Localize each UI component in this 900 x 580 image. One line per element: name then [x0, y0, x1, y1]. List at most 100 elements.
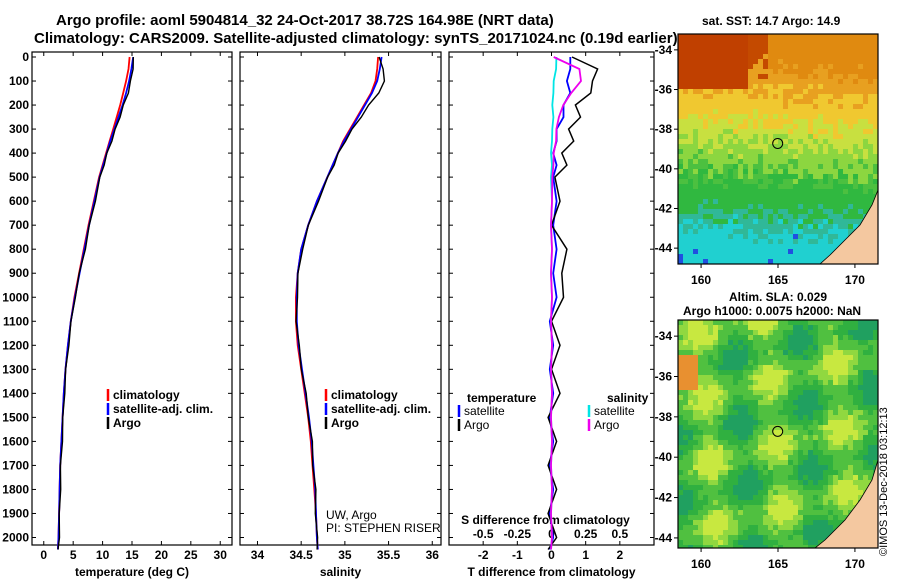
- map-cell: [723, 54, 729, 60]
- map-cell: [808, 390, 814, 396]
- map-cell: [793, 79, 799, 85]
- map-cell: [873, 34, 878, 40]
- map-cell: [703, 59, 709, 65]
- map-cell: [713, 400, 719, 406]
- map-cell: [778, 500, 784, 506]
- map-cell: [798, 345, 804, 351]
- legend-label: satellite: [464, 404, 505, 418]
- map-cell: [788, 360, 794, 366]
- map-cell: [743, 530, 749, 536]
- map-cell: [743, 510, 749, 516]
- map-cell: [743, 119, 749, 125]
- map-cell: [833, 415, 839, 421]
- map-cell: [783, 335, 789, 341]
- map-cell: [783, 219, 789, 225]
- map-cell: [708, 254, 714, 260]
- map-cell: [823, 249, 829, 255]
- map-cell: [793, 199, 799, 205]
- map-cell: [793, 395, 799, 401]
- map-cell: [718, 144, 724, 150]
- map-cell: [738, 515, 744, 521]
- map-cell: [683, 194, 689, 200]
- lat-tick-label: -36: [655, 83, 673, 97]
- y-tick-label: 600: [9, 194, 29, 208]
- map-cell: [788, 64, 794, 70]
- map-cell: [778, 340, 784, 346]
- map-cell: [873, 460, 878, 466]
- map-cell: [818, 129, 824, 135]
- x-tick-label: 25: [184, 548, 198, 562]
- map-cell: [698, 520, 704, 526]
- map-cell: [783, 84, 789, 90]
- map-cell: [703, 435, 709, 441]
- map-cell: [728, 199, 734, 205]
- map-cell: [693, 480, 699, 486]
- map-cell: [773, 465, 779, 471]
- map-cell: [813, 154, 819, 160]
- map-cell: [768, 89, 774, 95]
- map-cell: [803, 320, 809, 326]
- map-cell: [823, 530, 829, 536]
- map-cell: [748, 460, 754, 466]
- map-cell: [758, 345, 764, 351]
- map-cell: [743, 209, 749, 215]
- map-cell: [868, 89, 874, 95]
- map-cell: [703, 229, 709, 235]
- map-cell: [823, 49, 829, 55]
- map-cell: [793, 465, 799, 471]
- map-cell: [718, 380, 724, 386]
- map-cell: [703, 335, 709, 341]
- map-cell: [678, 64, 684, 70]
- map-cell: [793, 505, 799, 511]
- map-cell: [873, 179, 878, 185]
- map-cell: [803, 395, 809, 401]
- map-cell: [838, 335, 844, 341]
- map-cell: [828, 495, 834, 501]
- lon-tick-label: 160: [691, 557, 711, 571]
- map-cell: [833, 179, 839, 185]
- map-cell: [773, 510, 779, 516]
- map-cell: [783, 244, 789, 250]
- map-cell: [678, 199, 684, 205]
- map-cell: [788, 104, 794, 110]
- map-cell: [743, 385, 749, 391]
- lon-tick-label: 160: [691, 273, 711, 287]
- map-cell: [678, 500, 684, 506]
- map-cell: [723, 435, 729, 441]
- map-cell: [843, 59, 849, 65]
- map-cell: [748, 420, 754, 426]
- map-cell: [728, 450, 734, 456]
- map-cell: [703, 485, 709, 491]
- map-cell: [723, 365, 729, 371]
- map-cell: [803, 450, 809, 456]
- map-cell: [703, 450, 709, 456]
- map-cell: [743, 325, 749, 331]
- chart-panel-1: 0100200300400500600700800900100011001200…: [2, 50, 233, 579]
- lat-tick-label: -42: [655, 491, 673, 505]
- map-cell: [728, 219, 734, 225]
- map-cell: [838, 44, 844, 50]
- map-cell: [858, 69, 864, 75]
- map-cell: [833, 34, 839, 40]
- map-cell: [833, 79, 839, 85]
- map-cell: [728, 330, 734, 336]
- map-cell: [753, 229, 759, 235]
- map-cell: [778, 194, 784, 200]
- map-cell: [753, 340, 759, 346]
- map-cell: [693, 470, 699, 476]
- map-cell: [733, 244, 739, 250]
- map-cell: [798, 375, 804, 381]
- map-cell: [733, 350, 739, 356]
- map-cell: [763, 144, 769, 150]
- map-cell: [853, 64, 859, 70]
- map-cell: [873, 330, 878, 336]
- map-cell: [798, 154, 804, 160]
- map-cell: [723, 179, 729, 185]
- map-cell: [763, 450, 769, 456]
- map-cell: [718, 59, 724, 65]
- map-cell: [693, 460, 699, 466]
- map-cell: [838, 360, 844, 366]
- map-cell: [728, 259, 734, 264]
- map-cell: [748, 400, 754, 406]
- map-cell: [788, 480, 794, 486]
